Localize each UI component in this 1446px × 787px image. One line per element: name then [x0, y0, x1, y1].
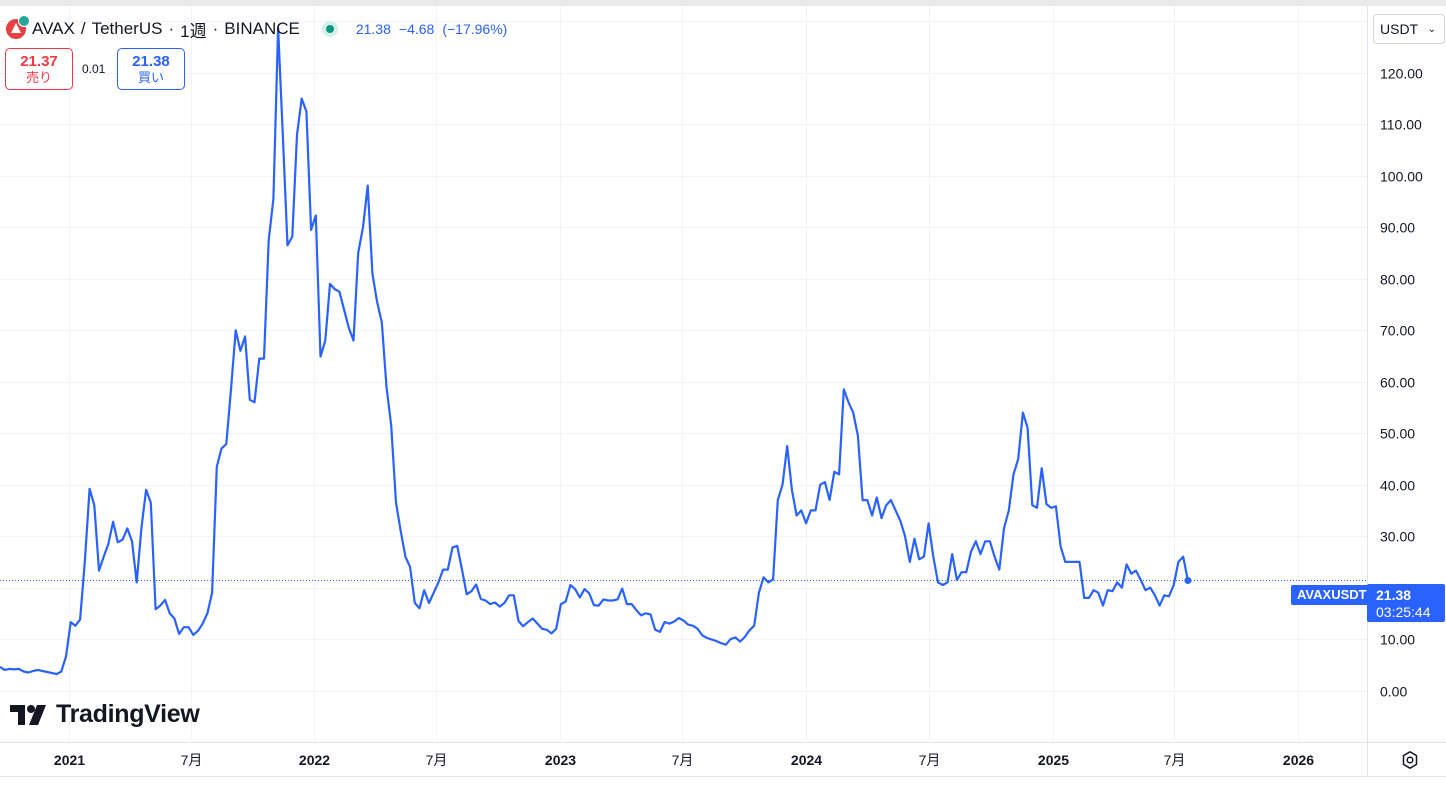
x-tick-label: 7月 — [181, 752, 203, 768]
x-tick-label: 7月 — [1164, 752, 1186, 768]
tradingview-logo-icon — [10, 704, 46, 725]
y-tick-label: 80.00 — [1380, 272, 1415, 288]
legend-quote: 21.38 −4.68 (−17.96%) — [356, 21, 507, 37]
legend-symbol: AVAX — [32, 19, 75, 38]
currency-select-value: USDT — [1380, 21, 1419, 37]
x-tick-label: 2025 — [1038, 752, 1069, 768]
y-tick-label: 0.00 — [1380, 684, 1407, 700]
y-tick-label: 40.00 — [1380, 478, 1415, 494]
sell-price: 21.37 — [20, 53, 58, 70]
legend-interval: 1週 — [180, 21, 207, 41]
chart-settings-button[interactable] — [1398, 748, 1422, 772]
top-border — [0, 0, 1446, 6]
y-tick-label: 120.00 — [1380, 66, 1423, 82]
time-axis[interactable]: 2021 7月 2022 7月 2023 7月 2024 7月 2025 7月 2026 — [54, 752, 1314, 768]
legend-quote-asset: TetherUS — [91, 19, 163, 38]
y-tick-label: 110.00 — [1380, 117, 1422, 133]
y-tick-label: 30.00 — [1380, 529, 1415, 545]
symbol-price-label: AVAXUSDT — [1291, 585, 1373, 605]
sell-label: 売り — [25, 70, 52, 85]
brand-name: TradingView — [56, 700, 200, 728]
x-tick-label: 2022 — [299, 752, 330, 768]
symbol-legend[interactable]: AVAX / TetherUS · 1週 · BINANCE 21.38 −4.… — [6, 15, 507, 41]
y-tick-label: 60.00 — [1380, 375, 1415, 391]
last-price-tag: 21.38 03:25:44 — [1367, 584, 1445, 622]
last-price-point — [1184, 577, 1192, 584]
buy-price: 21.38 — [132, 53, 170, 70]
x-tick-label: 2024 — [791, 752, 822, 768]
spread-value: 0.01 — [82, 62, 106, 76]
y-tick-label: 50.00 — [1380, 426, 1415, 442]
x-tick-label: 7月 — [426, 752, 448, 768]
x-tick-label: 7月 — [672, 752, 694, 768]
grid — [0, 6, 1367, 742]
legend-last: 21.38 — [355, 21, 391, 37]
buy-label: 買い — [137, 70, 164, 85]
series-line-avaxusdt — [0, 27, 1189, 676]
market-status-icon[interactable] — [321, 21, 338, 37]
legend-exchange: BINANCE — [224, 19, 300, 38]
bar-countdown: 03:25:44 — [1376, 604, 1431, 620]
gear-icon — [1402, 751, 1418, 769]
tradingview-logo[interactable]: TradingView — [10, 700, 200, 729]
x-tick-label: 2026 — [1283, 752, 1314, 768]
legend-change-pct: (−17.96%) — [442, 21, 508, 37]
sell-button[interactable]: 21.37 売り — [5, 48, 73, 90]
y-tick-label: 100.00 — [1380, 169, 1423, 185]
legend-separator: / — [80, 19, 86, 38]
y-tick-label: 90.00 — [1380, 220, 1415, 236]
x-tick-label: 2023 — [545, 752, 576, 768]
buy-button[interactable]: 21.38 買い — [117, 48, 185, 90]
legend-dot: · — [168, 19, 175, 38]
last-price-value: 21.38 — [1376, 587, 1412, 603]
y-tick-label: 70.00 — [1380, 323, 1415, 339]
chevron-down-icon: ⌄ — [1427, 23, 1436, 35]
x-tick-label: 7月 — [919, 752, 941, 768]
x-tick-label: 2021 — [54, 752, 85, 768]
legend-change: −4.68 — [398, 21, 435, 37]
currency-select[interactable]: USDT ⌄ — [1373, 14, 1445, 44]
y-tick-label: 10.00 — [1380, 632, 1415, 648]
legend-dot: · — [212, 19, 219, 38]
avax-logo-icon — [6, 15, 30, 39]
